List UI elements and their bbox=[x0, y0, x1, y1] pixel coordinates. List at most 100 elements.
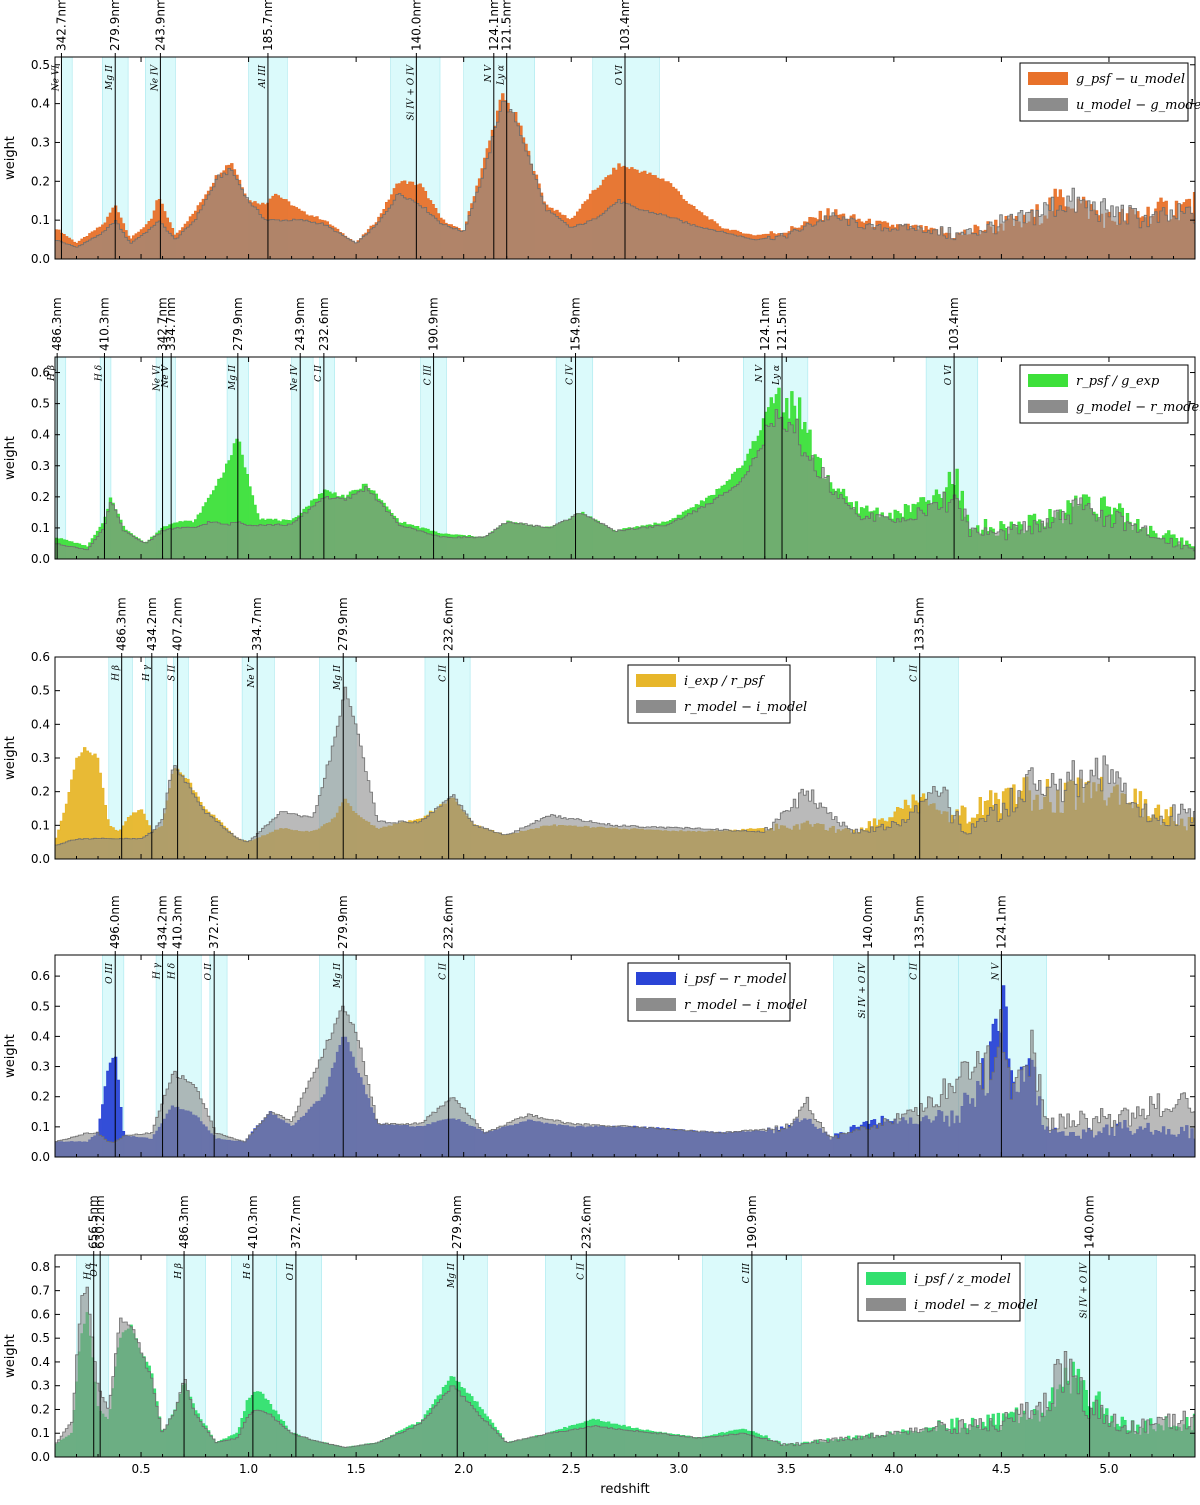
emission-line-ion: C III bbox=[424, 365, 434, 386]
emission-line-wavelength: 334.7nm bbox=[164, 297, 178, 351]
emission-line-wavelength: 486.3nm bbox=[50, 297, 64, 351]
emission-line-wavelength: 124.1nm bbox=[487, 0, 501, 51]
x-tick-label: 4.5 bbox=[992, 1462, 1011, 1476]
emission-line-ion: Mg II bbox=[333, 963, 343, 989]
emission-line-ion: H β bbox=[174, 1263, 184, 1280]
emission-line-wavelength: 334.7nm bbox=[250, 597, 264, 651]
emission-line-ion: O II bbox=[286, 1263, 296, 1281]
legend-label-colored: i_psf − r_model bbox=[684, 972, 787, 987]
y-axis-label: weight bbox=[3, 136, 18, 180]
emission-line-wavelength: 232.6nm bbox=[442, 895, 456, 949]
y-tick-label: 0.6 bbox=[31, 1307, 50, 1321]
legend-label-grey: g_model − r_model bbox=[1076, 400, 1200, 415]
emission-line-ion: C II bbox=[314, 365, 324, 382]
emission-line-ion: C II bbox=[576, 1263, 586, 1280]
y-tick-label: 0.4 bbox=[31, 1029, 50, 1043]
legend-label-grey: i_model − z_model bbox=[914, 1298, 1038, 1313]
y-tick-label: 0.6 bbox=[31, 366, 50, 380]
legend-swatch-grey bbox=[636, 700, 676, 713]
y-axis-label: weight bbox=[3, 736, 18, 780]
emission-line-ion: H β bbox=[112, 665, 122, 682]
emission-line-ion: Ne IV bbox=[150, 64, 160, 93]
y-tick-label: 0.2 bbox=[31, 1402, 50, 1416]
y-tick-label: 0.5 bbox=[31, 684, 50, 698]
emission-line-wavelength: 121.5nm bbox=[775, 297, 789, 351]
emission-line-wavelength: 279.9nm bbox=[231, 297, 245, 351]
x-tick-label: 0.5 bbox=[131, 1462, 150, 1476]
series-area-grey bbox=[55, 686, 1195, 859]
y-tick-label: 0.4 bbox=[31, 97, 50, 111]
emission-line-wavelength: 410.3nm bbox=[246, 1195, 260, 1249]
series-area-grey bbox=[55, 1286, 1195, 1457]
emission-line-wavelength: 486.3nm bbox=[115, 597, 129, 651]
emission-line-ion: Ne VI bbox=[51, 65, 61, 93]
x-tick-label: 3.5 bbox=[777, 1462, 796, 1476]
emission-line-wavelength: 372.7nm bbox=[289, 1195, 303, 1249]
x-tick-label: 1.5 bbox=[347, 1462, 366, 1476]
emission-line-wavelength: 496.0nm bbox=[108, 895, 122, 949]
legend-swatch-colored bbox=[1028, 72, 1068, 85]
emission-line-wavelength: 243.9nm bbox=[153, 0, 167, 51]
x-tick-label: 1.0 bbox=[239, 1462, 258, 1476]
emission-line-wavelength: 656.5nm bbox=[87, 1195, 101, 1249]
x-tick-label: 2.0 bbox=[454, 1462, 473, 1476]
legend-label-grey: u_model − g_model bbox=[1076, 98, 1200, 113]
emission-line-wavelength: 133.5nm bbox=[913, 895, 927, 949]
emission-line-ion: Ne IV bbox=[290, 364, 300, 393]
axes-frame bbox=[54, 954, 1196, 1158]
y-tick-label: 0.5 bbox=[31, 999, 50, 1013]
y-tick-label: 0.5 bbox=[31, 397, 50, 411]
y-axis-label: weight bbox=[3, 1334, 18, 1378]
emission-line-wavelength: 121.5nm bbox=[500, 0, 514, 51]
emission-line-wavelength: 434.2nm bbox=[156, 895, 170, 949]
panel-2: 486.3nm H β 410.3nm H δ 342.7nm Ne VI 334.7nm N… bbox=[3, 297, 1200, 566]
y-tick-label: 0.6 bbox=[31, 650, 50, 664]
emission-line-ion: C III bbox=[742, 1263, 752, 1284]
emission-line-ion: Ne VI bbox=[153, 365, 163, 393]
emission-line-wavelength: 154.9nm bbox=[569, 297, 583, 351]
panel-3: 486.3nm H β 434.2nm H γ 407.2nm S II 334.7nm Ne… bbox=[3, 597, 1196, 866]
emission-line-ion: H δ bbox=[94, 365, 104, 382]
emission-line-ion: Si IV + O IV bbox=[1080, 1262, 1090, 1319]
y-tick-label: 0.2 bbox=[31, 785, 50, 799]
plot-area bbox=[55, 357, 1195, 559]
band-region bbox=[99, 357, 112, 559]
emission-line-ion: H γ bbox=[142, 664, 152, 682]
plot-area bbox=[55, 1255, 1195, 1457]
emission-line-ion: H γ bbox=[153, 962, 163, 980]
emission-line-wavelength: 279.9nm bbox=[450, 1195, 464, 1249]
legend: g_psf − u_model u_model − g_model bbox=[1019, 62, 1200, 122]
y-tick-label: 0.3 bbox=[31, 751, 50, 765]
emission-line-wavelength: 190.9nm bbox=[427, 297, 441, 351]
emission-line-ion: Ne V bbox=[247, 664, 257, 689]
emission-line-wavelength: 410.3nm bbox=[171, 895, 185, 949]
emission-line-wavelength: 232.6nm bbox=[442, 597, 456, 651]
y-tick-label: 0.3 bbox=[31, 1379, 50, 1393]
panel-4: 496.0nm O III 434.2nm H γ 410.3nm H δ 372.7nm O… bbox=[3, 895, 1196, 1164]
band-region bbox=[145, 657, 168, 859]
emission-line-ion: N V bbox=[755, 364, 765, 384]
y-tick-label: 0.0 bbox=[31, 852, 50, 866]
legend-swatch-colored bbox=[636, 972, 676, 985]
emission-line-wavelength: 410.3nm bbox=[97, 297, 111, 351]
y-tick-label: 0.1 bbox=[31, 521, 50, 535]
emission-line-ion: O II bbox=[204, 963, 214, 981]
emission-line-ion: Mg II bbox=[333, 665, 343, 691]
emission-line-ion: H δ bbox=[168, 963, 178, 980]
legend-label-colored: i_psf / z_model bbox=[914, 1272, 1011, 1287]
y-tick-label: 0.3 bbox=[31, 135, 50, 149]
axes-frame bbox=[54, 1254, 1196, 1458]
series-area-grey bbox=[55, 1005, 1195, 1157]
emission-line-wavelength: 140.0nm bbox=[1083, 1195, 1097, 1249]
emission-line-wavelength: 279.9nm bbox=[336, 597, 350, 651]
emission-line-ion: H α bbox=[84, 1263, 94, 1281]
plot-area bbox=[55, 657, 1195, 859]
y-tick-label: 0.2 bbox=[31, 490, 50, 504]
emission-line-wavelength: 232.6nm bbox=[317, 297, 331, 351]
emission-line-wavelength: 190.9nm bbox=[745, 1195, 759, 1249]
y-tick-label: 0.0 bbox=[31, 1450, 50, 1464]
x-tick-label: 5.0 bbox=[1099, 1462, 1118, 1476]
y-tick-label: 0.7 bbox=[31, 1284, 50, 1298]
emission-line-wavelength: 279.9nm bbox=[108, 0, 122, 51]
y-tick-label: 0.6 bbox=[31, 969, 50, 983]
